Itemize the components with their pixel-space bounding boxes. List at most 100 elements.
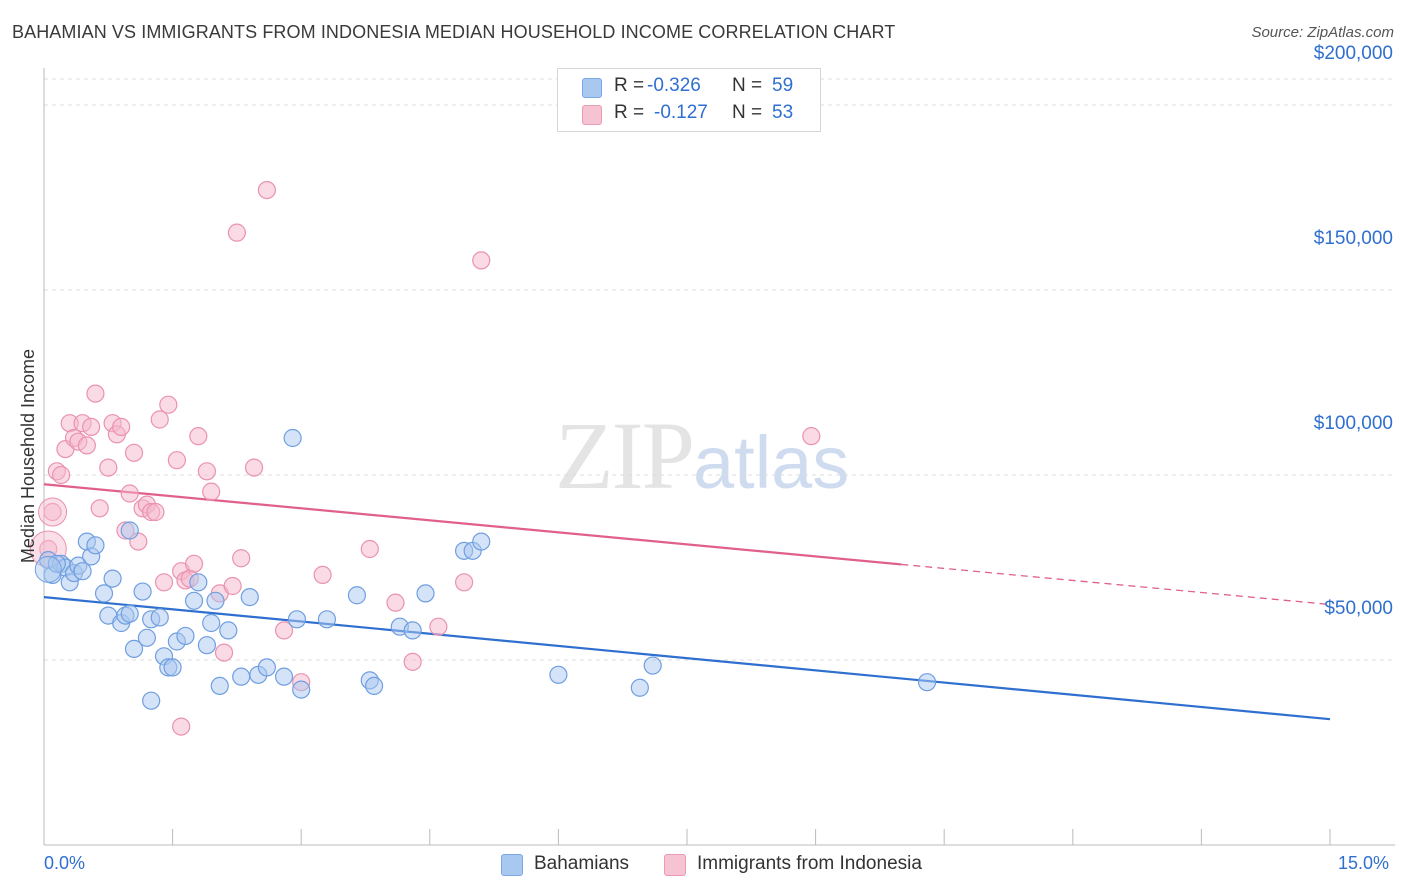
bottom-legend-label: Bahamians — [534, 853, 630, 874]
legend-n-value: 59 — [772, 75, 794, 96]
bottom-legend-label: Immigrants from Indonesia — [697, 853, 922, 874]
point-indonesia — [112, 417, 131, 436]
point-indonesia — [172, 717, 191, 736]
point-bahamians — [142, 691, 161, 710]
legend-r-label: R = — [614, 102, 645, 123]
point-bahamians — [240, 587, 259, 607]
point-bahamians — [317, 610, 337, 629]
point-indonesia — [472, 251, 491, 270]
point-indonesia — [184, 554, 204, 573]
point-bahamians — [150, 608, 169, 627]
legend-n-label: N = — [732, 75, 763, 96]
x-tick-label-min: 0.0% — [44, 853, 86, 873]
point-indonesia — [454, 573, 474, 592]
point-indonesia — [159, 395, 178, 414]
point-bahamians — [137, 628, 156, 647]
legend-r-label: R = — [614, 75, 645, 96]
point-bahamians — [630, 678, 649, 697]
point-bahamians — [472, 532, 491, 551]
point-indonesia — [52, 465, 71, 485]
point-indonesia — [313, 565, 332, 585]
trend-line-solid — [43, 596, 1331, 721]
bottom-legend-swatch-blue — [501, 854, 523, 876]
y-tick-label: $50,000 — [1324, 598, 1393, 619]
point-bahamians — [232, 667, 251, 686]
point-bahamians — [202, 613, 221, 633]
point-bahamians — [94, 584, 114, 603]
point-indonesia — [244, 458, 264, 477]
point-bahamians — [283, 428, 302, 448]
point-bahamians — [292, 680, 311, 699]
point-indonesia — [214, 643, 234, 662]
point-indonesia — [90, 499, 109, 518]
point-bahamians — [189, 573, 208, 592]
legend-n-value: 53 — [772, 102, 794, 123]
source-label: Source: ZipAtlas.com — [1251, 24, 1394, 41]
point-indonesia — [802, 427, 821, 446]
point-indonesia — [146, 502, 165, 522]
point-bahamians — [549, 665, 568, 684]
trend-layer — [43, 483, 1331, 721]
chart-title: BAHAMIAN VS IMMIGRANTS FROM INDONESIA ME… — [12, 22, 896, 42]
legend-n-label: N = — [732, 102, 763, 123]
correlation-legend: R = -0.326 N = 59 R = -0.127 N = 53 — [557, 68, 821, 132]
point-bahamians — [124, 639, 144, 659]
point-indonesia — [43, 502, 62, 522]
point-bahamians — [219, 621, 238, 640]
points-immigrants-from-indonesia — [29, 181, 821, 736]
point-indonesia — [77, 436, 96, 455]
point-indonesia — [223, 576, 242, 596]
point-indonesia — [360, 539, 379, 559]
point-bahamians — [163, 658, 182, 677]
point-indonesia — [232, 549, 251, 568]
watermark-zip: ZIP — [555, 402, 695, 509]
point-bahamians — [133, 582, 152, 601]
point-bahamians — [287, 610, 307, 629]
point-bahamians — [643, 656, 662, 675]
point-bahamians — [206, 591, 225, 610]
legend-swatch-pink — [582, 105, 602, 125]
point-bahamians — [274, 667, 294, 686]
point-bahamians — [120, 604, 139, 623]
point-indonesia — [99, 458, 118, 477]
y-tick-labels: $50,000 $100,000 $150,000 $200,000 — [1314, 43, 1393, 619]
point-bahamians — [257, 658, 277, 677]
point-indonesia — [257, 181, 277, 200]
point-indonesia — [82, 417, 101, 436]
point-indonesia — [429, 617, 448, 636]
point-bahamians — [210, 676, 229, 696]
bottom-legend-swatch-pink — [664, 854, 686, 876]
point-indonesia — [150, 410, 169, 429]
point-indonesia — [227, 223, 246, 242]
point-indonesia — [167, 451, 186, 470]
trend-line-dashed — [901, 563, 1331, 606]
y-tick-label: $200,000 — [1314, 43, 1393, 64]
point-indonesia — [274, 621, 294, 640]
point-indonesia — [86, 384, 105, 403]
point-indonesia — [403, 652, 422, 671]
point-indonesia — [189, 427, 208, 446]
axis-layer — [43, 68, 1395, 846]
y-axis-label: Median Household Income — [18, 349, 38, 563]
x-tick-label-max: 15.0% — [1338, 853, 1390, 873]
legend-r-value: -0.127 — [654, 102, 708, 123]
point-bahamians — [176, 626, 195, 646]
point-bahamians — [197, 636, 216, 655]
point-bahamians — [73, 562, 92, 581]
point-indonesia — [202, 482, 221, 501]
y-tick-label: $100,000 — [1314, 413, 1393, 434]
point-bahamians — [103, 569, 122, 588]
legend-r-value: -0.326 — [647, 75, 701, 96]
point-bahamians — [184, 591, 204, 610]
point-indonesia — [120, 484, 139, 503]
point-bahamians-cluster — [34, 555, 62, 583]
point-indonesia — [197, 462, 216, 481]
point-bahamians — [403, 621, 422, 640]
point-bahamians — [347, 586, 367, 605]
watermark: ZIPatlas — [555, 400, 849, 511]
point-bahamians — [416, 584, 435, 603]
point-bahamians — [917, 673, 937, 692]
trend-line-solid — [43, 483, 902, 566]
watermark-atlas: atlas — [693, 421, 850, 504]
point-indonesia — [124, 443, 144, 462]
